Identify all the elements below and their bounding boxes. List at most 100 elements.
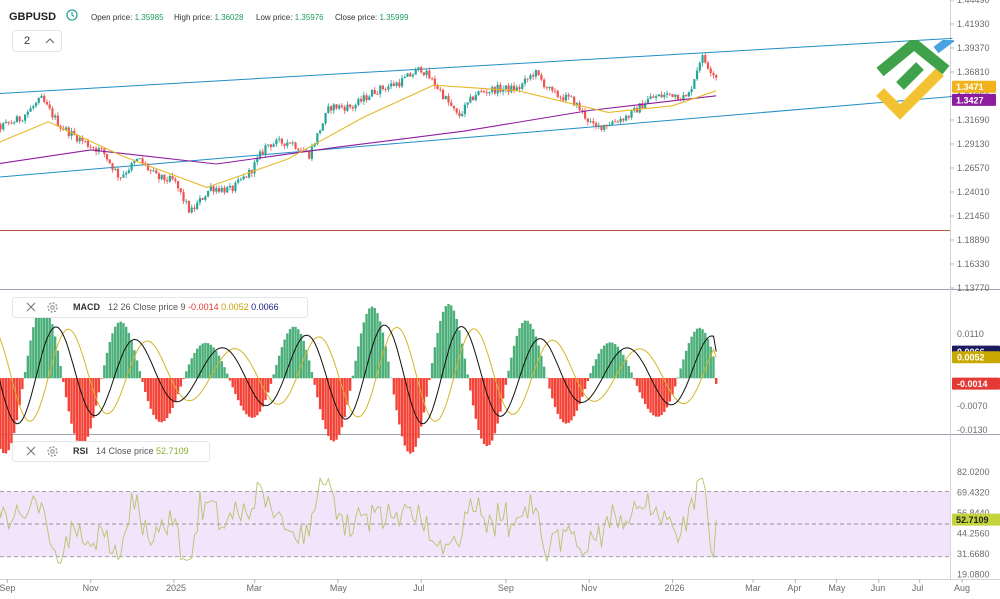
macd-histogram-bar <box>133 350 136 379</box>
candle-body <box>368 96 371 100</box>
candle-body <box>543 79 546 88</box>
candle-body <box>340 105 344 108</box>
candle-body <box>592 121 595 124</box>
candle-body <box>589 121 592 123</box>
macd-histogram-bar <box>130 340 133 379</box>
candle-body <box>308 150 311 159</box>
macd-histogram-bar <box>537 345 540 379</box>
candle-body <box>21 120 24 122</box>
macd-histogram-bar <box>226 373 229 379</box>
macd-histogram-bar <box>488 378 491 445</box>
gear-icon[interactable] <box>46 301 59 314</box>
macd-histogram-bar <box>70 378 73 424</box>
price-tick-label: 1.41930 <box>957 19 990 29</box>
macd-name: MACD <box>73 302 100 312</box>
macd-histogram-bar <box>176 378 180 395</box>
macd-histogram-bar <box>338 378 341 435</box>
macd-histogram-bar <box>643 378 647 405</box>
candle-body <box>433 78 436 86</box>
candle-body <box>81 137 84 141</box>
candle-body <box>583 110 587 119</box>
candle-body <box>234 182 237 192</box>
candle-body <box>258 151 262 158</box>
macd-histogram-bar <box>34 316 38 379</box>
time-tick-label: Aug <box>954 583 970 593</box>
clock-icon[interactable] <box>66 9 78 21</box>
macd-histogram-bar <box>594 359 598 379</box>
macd-histogram-bar <box>704 332 707 379</box>
macd-histogram-bar <box>277 355 281 379</box>
candle-body <box>245 176 248 178</box>
macd-histogram-bar <box>335 378 338 440</box>
symbol-name[interactable]: GBPUSD <box>9 11 57 23</box>
candle-body <box>665 93 669 95</box>
macd-histogram-bar <box>67 378 71 412</box>
candle-body <box>212 186 215 192</box>
macd-histogram-bar <box>310 372 314 379</box>
candle-body <box>411 74 415 77</box>
candle-body <box>504 85 507 90</box>
candle-body <box>562 97 565 101</box>
macd-histogram-bar <box>674 378 677 387</box>
macd-histogram-bar <box>324 378 327 430</box>
candle-body <box>556 90 559 97</box>
macd-histogram-bar <box>504 378 508 385</box>
candle-body <box>272 144 275 147</box>
macd-histogram-bar <box>119 321 122 379</box>
candle-body <box>515 87 518 91</box>
candle-body <box>346 104 349 111</box>
macd-histogram-bar <box>307 360 311 379</box>
macd-histogram-bar <box>157 378 161 422</box>
candle-body <box>269 144 273 147</box>
candle-body <box>409 73 412 77</box>
candle-body <box>338 105 341 109</box>
time-tick-label: Mar <box>745 583 761 593</box>
gear-icon[interactable] <box>46 445 59 458</box>
macd-histogram-bar <box>100 378 103 379</box>
candle-body <box>406 73 409 77</box>
close-icon[interactable] <box>25 445 37 457</box>
macd-histogram-bar <box>94 378 98 406</box>
macd-histogram-bar <box>286 333 289 379</box>
price-label-badge <box>952 93 996 106</box>
candle-body <box>209 186 212 191</box>
candle-body <box>540 74 543 80</box>
candle-body <box>695 70 699 80</box>
macd-histogram-bar <box>346 378 349 405</box>
candle-body <box>510 85 513 93</box>
macd-histogram-bar <box>474 378 478 419</box>
candle-body <box>698 62 701 71</box>
candle-body <box>390 83 393 87</box>
close-icon[interactable] <box>25 301 37 313</box>
macd-histogram-bar <box>441 311 445 379</box>
price-tick-label: 1.24010 <box>957 187 990 197</box>
candle-body <box>84 140 87 142</box>
macd-histogram-bar <box>485 378 488 447</box>
candle-body <box>458 112 461 117</box>
candle-body <box>376 93 379 95</box>
macd-histogram-bar <box>649 378 652 413</box>
candle-body <box>64 127 68 130</box>
macd-histogram-bar <box>529 323 532 379</box>
candle-body <box>122 174 125 178</box>
candle-body <box>627 115 630 118</box>
candle-body <box>387 86 390 90</box>
interval-selector[interactable]: 2 <box>12 30 62 52</box>
candle-body <box>116 168 120 178</box>
candle-body <box>343 107 346 111</box>
macd-histogram-bar <box>0 378 2 449</box>
macd-histogram-bar <box>195 348 199 379</box>
time-tick-label: 2026 <box>664 583 684 593</box>
candle-body <box>428 70 431 79</box>
candle-body <box>603 124 606 130</box>
candle-body <box>534 70 538 77</box>
macd-histogram-bar <box>256 378 259 416</box>
candle-body <box>461 114 464 117</box>
macd-histogram-bar <box>600 348 603 379</box>
candle-body <box>43 95 46 102</box>
macd-histogram-bar <box>329 378 333 441</box>
macd-histogram-bar <box>32 327 35 379</box>
macd-histogram-bar <box>660 378 663 416</box>
candle-body <box>217 188 221 192</box>
